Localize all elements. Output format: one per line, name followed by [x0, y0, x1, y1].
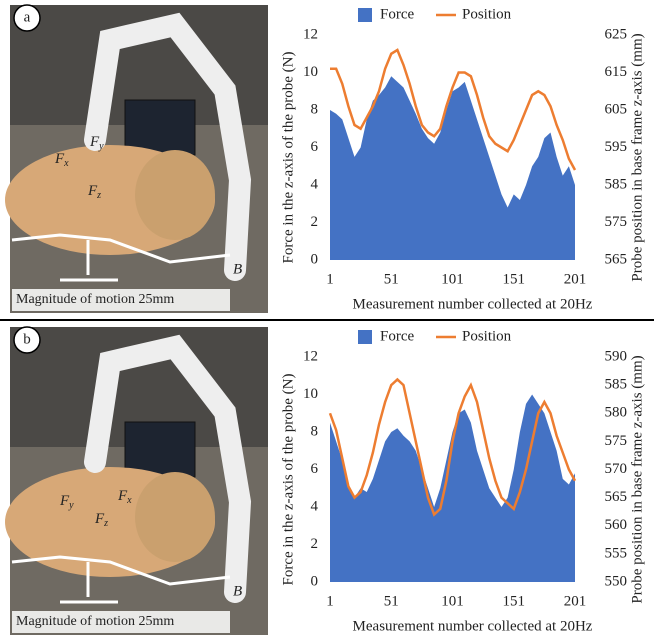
force-sub: z: [103, 518, 108, 529]
legend-label: Position: [462, 6, 512, 22]
y-tick-label: 6: [311, 139, 319, 155]
mannequin-head: [135, 150, 215, 240]
y-tick-label: 4: [311, 498, 319, 514]
x-tick-label: 151: [503, 271, 526, 287]
robot-arm: [84, 334, 252, 603]
y-tick-label: 2: [311, 536, 319, 552]
panel-label-circle: [13, 326, 41, 354]
force-base: F: [94, 511, 105, 527]
y-tick-label: 10: [303, 386, 318, 402]
force-area: [330, 76, 575, 260]
y-tick-label: 6: [311, 461, 319, 477]
y2-tick-label: 550: [605, 573, 628, 589]
y-tick-label: 0: [311, 251, 319, 267]
y2-tick-label: 605: [605, 101, 628, 117]
y2-tick-label: 555: [605, 545, 628, 561]
y-tick-label: 8: [311, 101, 319, 117]
force-base: F: [117, 488, 128, 504]
x-tick-label: 51: [384, 271, 399, 287]
y2-tick-label: 585: [605, 377, 628, 393]
y-tick-label: 8: [311, 423, 319, 439]
position-line: [330, 48, 577, 171]
legend-label: Position: [462, 328, 512, 344]
force-label: Fy: [59, 493, 74, 511]
y2-tick-label: 560: [605, 517, 628, 533]
y2-tick-label: 590: [605, 348, 628, 364]
caption-bg: [12, 611, 230, 633]
force-label: Fz: [87, 183, 101, 201]
x-tick-label: 151: [503, 593, 526, 609]
force-base: F: [54, 151, 65, 167]
force-label: Fy: [89, 134, 104, 152]
legend-swatch: [358, 330, 372, 344]
y2-tick-label: 570: [605, 461, 628, 477]
x-tick-label: 201: [564, 271, 587, 287]
force-base: F: [89, 134, 100, 150]
y-tick-label: 0: [311, 573, 319, 589]
y-tick-label: 10: [303, 64, 318, 80]
monitor: [124, 421, 196, 478]
x-tick-label: 1: [326, 593, 334, 609]
x-tick-label: 1: [326, 271, 334, 287]
force-base: F: [87, 183, 98, 199]
photo-caption: Magnitude of motion 25mm: [16, 292, 174, 307]
y2-tick-label: 565: [605, 489, 628, 505]
force-sub: x: [126, 495, 132, 506]
force-label: Fx: [54, 151, 69, 169]
y2-tick-label: 575: [605, 214, 628, 230]
motion-outline: [11, 555, 231, 586]
y-tick-label: 12: [303, 348, 318, 364]
legend-swatch: [358, 8, 372, 22]
x-tick-label: 201: [564, 593, 587, 609]
x-tick-label: 101: [441, 271, 464, 287]
photo-caption: Magnitude of motion 25mm: [16, 614, 174, 629]
legend-label: Force: [380, 6, 414, 22]
legend-label: Force: [380, 328, 414, 344]
y-tick-label: 12: [303, 26, 318, 42]
y2-tick-label: 580: [605, 405, 628, 421]
force-sub: y: [68, 500, 74, 511]
panel-label-circle: [13, 4, 41, 32]
x-tick-label: 101: [441, 593, 464, 609]
robot-arm: [84, 12, 252, 281]
x-axis-label: Measurement number collected at 20Hz: [353, 296, 593, 312]
y2-axis-label: Probe position in base frame z-axis (mm): [629, 33, 645, 281]
x-tick-label: 51: [384, 593, 399, 609]
force-sub: x: [63, 158, 69, 169]
force-area: [330, 394, 575, 582]
position-line: [328, 377, 577, 517]
x-axis-label: Measurement number collected at 20Hz: [353, 618, 593, 634]
panel-label: a: [24, 9, 31, 25]
y2-tick-label: 595: [605, 139, 628, 155]
force-base: F: [59, 493, 70, 509]
y2-tick-label: 585: [605, 176, 628, 192]
panel-label: b: [23, 331, 31, 347]
y-tick-label: 2: [311, 214, 319, 230]
y2-tick-label: 615: [605, 64, 628, 80]
y2-axis-label: Probe position in base frame z-axis (mm): [629, 355, 645, 603]
caption-bg: [12, 289, 230, 311]
force-label: Fz: [94, 511, 108, 529]
motion-outline: [11, 233, 231, 264]
y-axis-label: Force in the z-axis of the probe (N): [280, 373, 296, 585]
y2-tick-label: 625: [605, 26, 628, 42]
mannequin-head: [135, 472, 215, 562]
y-axis-label: Force in the z-axis of the probe (N): [280, 51, 296, 263]
y2-tick-label: 565: [605, 251, 628, 267]
y2-tick-label: 575: [605, 433, 628, 449]
frame-label: B: [233, 583, 242, 599]
frame-label: B: [233, 261, 242, 277]
force-label: Fx: [117, 488, 132, 506]
force-sub: y: [98, 141, 104, 152]
force-sub: z: [96, 190, 101, 201]
y-tick-label: 4: [311, 176, 319, 192]
